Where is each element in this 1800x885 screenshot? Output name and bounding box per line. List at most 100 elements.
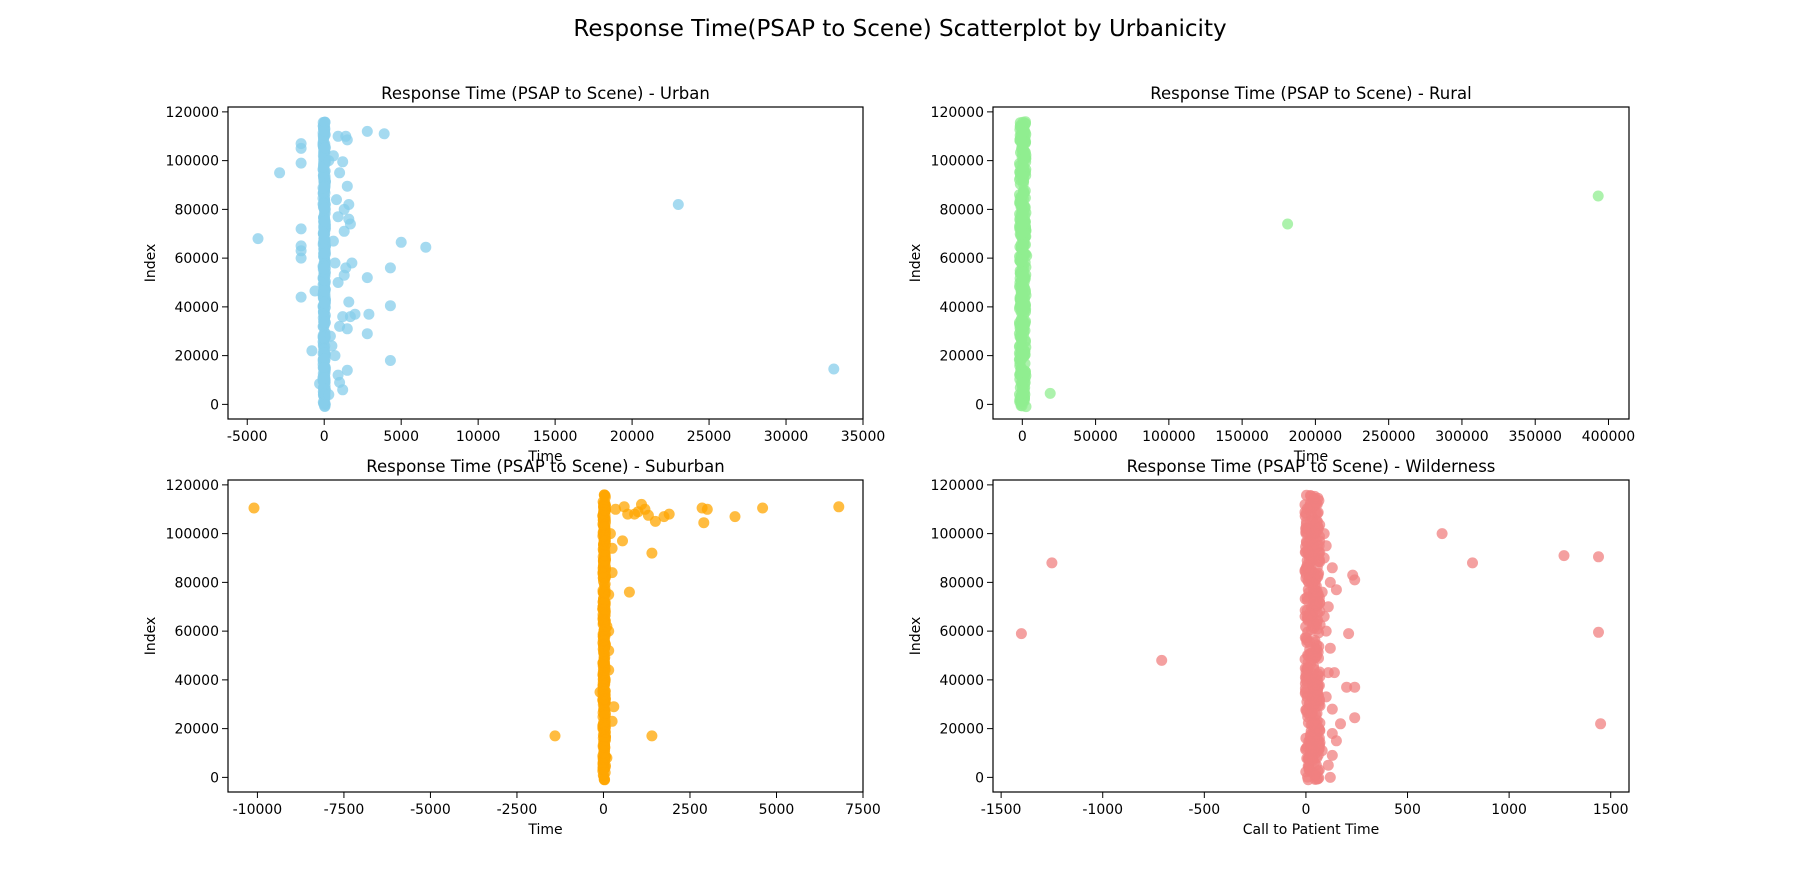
band-point	[598, 560, 610, 572]
data-point	[1330, 735, 1342, 747]
x-tick-label: -10000	[233, 802, 283, 818]
y-tick-label: 0	[210, 397, 219, 413]
data-point	[349, 308, 361, 320]
data-point	[337, 156, 349, 168]
data-point	[1349, 712, 1361, 724]
band-point	[1300, 519, 1312, 531]
data-point	[1044, 387, 1056, 399]
x-tick-label: 25000	[687, 429, 732, 445]
y-tick-label: 80000	[174, 575, 219, 591]
y-tick-label: 100000	[931, 154, 984, 170]
data-point	[323, 389, 335, 401]
band-point	[599, 707, 611, 719]
band-point	[1017, 126, 1029, 138]
data-point	[1326, 749, 1338, 761]
data-point	[384, 355, 396, 366]
x-tick-label: -2500	[497, 802, 538, 818]
data-point	[1318, 528, 1330, 540]
subplot-suburban: Response Time (PSAP to Scene) - Suburban…	[143, 457, 881, 838]
band-point	[1299, 683, 1311, 694]
band-point	[1015, 329, 1027, 341]
y-tick-label: 60000	[174, 251, 219, 267]
band-point	[317, 227, 329, 239]
data-point	[1349, 574, 1361, 586]
band-point	[1020, 149, 1032, 161]
data-point	[295, 291, 307, 303]
data-point	[329, 257, 341, 269]
data-point	[295, 223, 307, 235]
data-point	[248, 502, 260, 514]
x-tick-label: 1000	[1491, 802, 1527, 818]
data-point	[341, 180, 353, 192]
data-point	[729, 511, 741, 523]
x-tick-label: 5000	[383, 429, 419, 445]
x-axis-label: Call to Patient Time	[1243, 822, 1380, 838]
data-point	[646, 547, 658, 559]
data-point	[1316, 745, 1328, 757]
data-point	[603, 664, 615, 676]
y-tick-label: 120000	[166, 478, 219, 494]
data-point	[1318, 611, 1330, 622]
band-point	[1313, 640, 1325, 652]
y-tick-label: 60000	[939, 624, 984, 640]
x-tick-label: -5000	[410, 802, 451, 818]
data-point	[314, 378, 326, 390]
band-point	[1308, 743, 1320, 755]
x-tick-label: 0	[1301, 802, 1310, 818]
data-point	[324, 330, 336, 342]
x-tick-label: 7500	[845, 802, 881, 818]
y-axis-label: Index	[908, 244, 924, 283]
band-point	[599, 491, 611, 503]
y-tick-label: 20000	[939, 349, 984, 365]
subplot-title: Response Time (PSAP to Scene) - Suburban	[366, 457, 724, 476]
data-point	[327, 150, 339, 162]
band-point	[1299, 593, 1311, 605]
subplot-rural: Response Time (PSAP to Scene) - Rural 0 50…	[908, 84, 1635, 465]
data-point	[672, 199, 684, 210]
band-point	[597, 518, 609, 530]
x-tick-label: -7500	[324, 802, 365, 818]
data-point	[326, 340, 338, 352]
band-point	[1015, 168, 1026, 180]
band-point	[1311, 773, 1323, 785]
x-tick-label: 15000	[533, 429, 578, 445]
data-point	[295, 252, 307, 264]
band-point	[1017, 136, 1029, 148]
data-point	[1335, 718, 1346, 730]
x-tick-label: -5000	[227, 429, 268, 445]
y-tick-label: 40000	[939, 300, 984, 316]
x-tick-label: 5000	[759, 802, 795, 818]
y-tick-label: 100000	[931, 527, 984, 543]
data-point	[395, 236, 407, 248]
band-point	[1311, 676, 1323, 687]
data-point	[1018, 320, 1030, 332]
data-point	[594, 686, 606, 698]
band-point	[1305, 731, 1316, 743]
data-point	[338, 269, 350, 281]
data-point	[334, 320, 346, 332]
data-point	[617, 535, 628, 547]
data-point	[603, 589, 615, 601]
x-tick-label: 30000	[764, 429, 809, 445]
band-point	[319, 116, 331, 128]
axes-frame	[227, 106, 864, 420]
data-point	[1326, 703, 1338, 715]
data-point	[757, 502, 769, 514]
band-point	[319, 215, 331, 227]
data-point	[1467, 557, 1478, 569]
data-point	[1156, 654, 1168, 666]
y-tick-label: 120000	[931, 105, 984, 121]
band-point	[599, 767, 611, 779]
band-point	[1017, 286, 1028, 298]
data-point	[343, 296, 355, 308]
figure-title: Response Time(PSAP to Scene) Scatterplot…	[573, 16, 1226, 42]
data-point	[1436, 528, 1448, 540]
x-tick-label: 250000	[1362, 429, 1415, 445]
data-point	[295, 157, 307, 169]
data-point	[1330, 584, 1342, 596]
data-point	[295, 142, 307, 154]
y-tick-label: 60000	[174, 624, 219, 640]
data-point	[1322, 759, 1334, 771]
band-point	[1017, 295, 1029, 307]
band-point	[598, 501, 610, 513]
